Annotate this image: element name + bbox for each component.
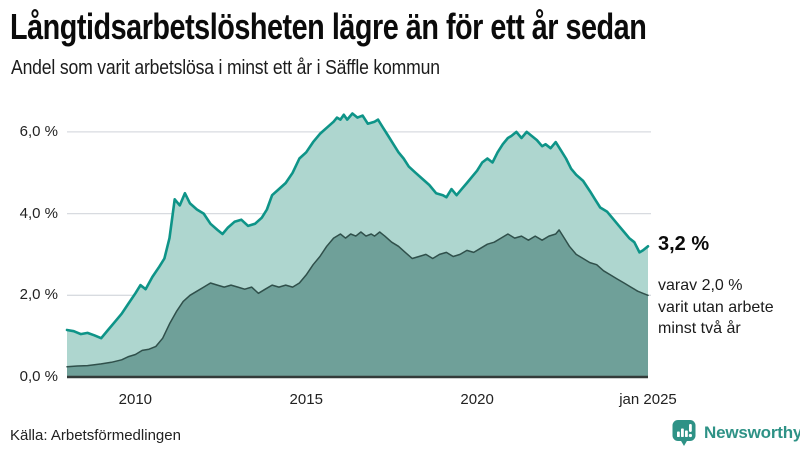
source-note: Källa: Arbetsförmedlingen xyxy=(10,427,181,444)
annotation-detail: varav 2,0 % varit utan arbete minst två … xyxy=(658,277,774,337)
newsworthy-logo: Newsworthy xyxy=(671,419,800,447)
y-tick-label: 0,0 % xyxy=(19,368,58,385)
newsworthy-wordmark: Newsworthy xyxy=(704,423,800,442)
x-tick-label: 2015 xyxy=(289,391,323,408)
x-tick-label: 2010 xyxy=(118,391,153,408)
series-line-0 xyxy=(65,112,650,340)
y-tick-label: 6,0 % xyxy=(19,122,58,140)
y-tick-label: 2,0 % xyxy=(19,286,58,304)
annotation-latest-value: 3,2 % xyxy=(658,233,710,255)
series-line-1 xyxy=(66,229,649,368)
x-tick-label: jan 2025 xyxy=(619,391,677,408)
bar-chart-bubble-icon xyxy=(672,420,696,446)
y-tick-label: 4,0 % xyxy=(19,204,58,222)
page-title: Långtidsarbetslösheten lägre än för ett … xyxy=(10,6,647,47)
page-subtitle: Andel som varit arbetslösa i minst ett å… xyxy=(11,57,440,79)
x-tick-label: 2020 xyxy=(460,391,494,408)
series-area-1 xyxy=(67,229,648,377)
